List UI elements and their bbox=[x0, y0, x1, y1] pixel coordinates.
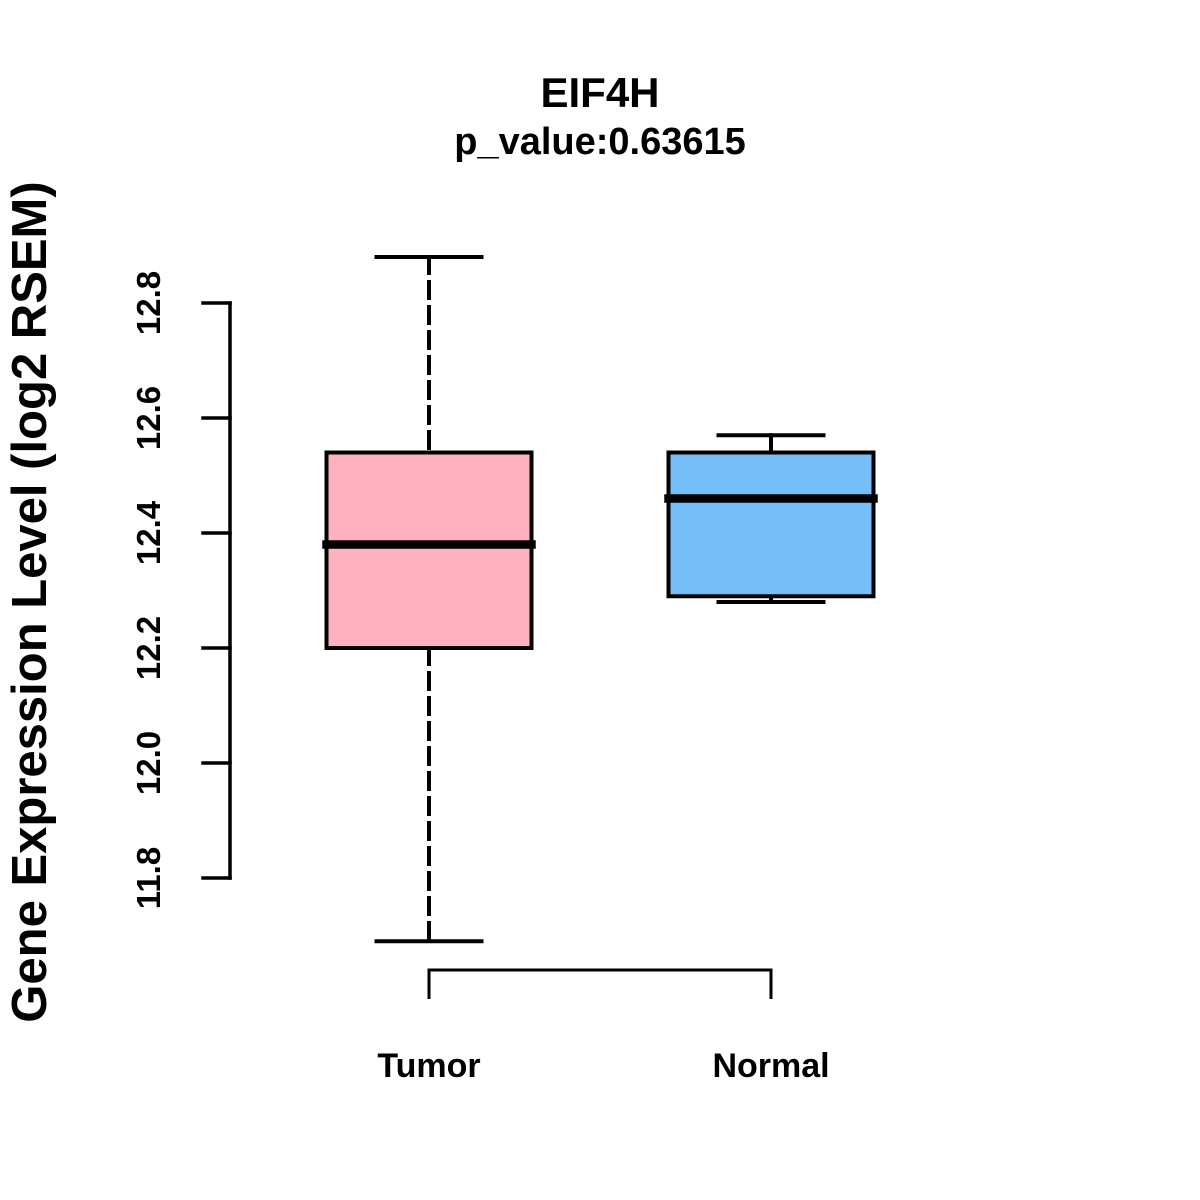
y-axis-tick-label: 12.0 bbox=[130, 731, 167, 795]
iqr-box-tumor bbox=[324, 450, 534, 650]
x-axis-bracket bbox=[427, 968, 773, 999]
y-axis-tick-label: 12.6 bbox=[130, 386, 167, 450]
chart-title: EIF4H bbox=[540, 69, 660, 116]
chart-subtitle-pvalue: p_value:0.63615 bbox=[454, 121, 746, 163]
x-category-label-normal: Normal bbox=[712, 1047, 829, 1085]
y-axis-tick-label: 12.2 bbox=[130, 616, 167, 680]
y-axis-tick-label: 12.4 bbox=[130, 500, 167, 565]
x-category-label-tumor: Tumor bbox=[377, 1047, 480, 1085]
iqr-box-normal bbox=[666, 450, 876, 599]
y-axis-tick-label: 11.8 bbox=[130, 847, 167, 909]
y-axis-tick-label: 12.8 bbox=[130, 271, 167, 335]
